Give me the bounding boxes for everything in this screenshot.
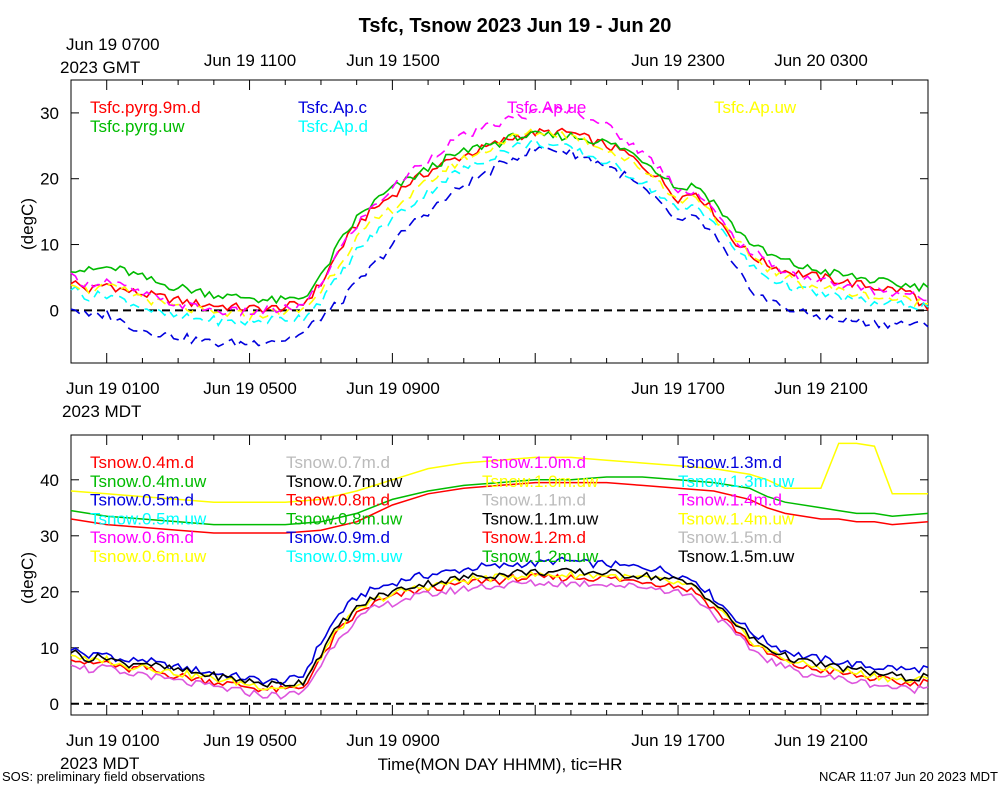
legend-item: Tsnow.1.2m.uw xyxy=(482,547,599,566)
legend-item: Tsnow.0.9m.d xyxy=(286,528,390,547)
legend-item: Tsnow.0.4m.uw xyxy=(90,472,207,491)
legend-item: Tsnow.1.0m.d xyxy=(482,453,586,472)
legend-item: Tsnow.1.2m.d xyxy=(482,528,586,547)
legend-item: Tsnow.0.9m.uw xyxy=(286,547,403,566)
series-line-Tsnow.0.4m.uw xyxy=(70,476,929,526)
legend-item: Tsfc.pyrg.9m.d xyxy=(90,98,201,117)
legend-item: Tsnow.0.4m.d xyxy=(90,453,194,472)
legend-item: Tsfc.pyrg.uw xyxy=(90,117,185,136)
series-line-Tsfc.pyrg.9m.d xyxy=(70,127,929,314)
x-axis-title: Time(MON DAY HHMM), tic=HR xyxy=(378,755,623,774)
legend-item: Tsnow.0.7m.d xyxy=(286,453,390,472)
mid-mdt-label: Jun 19 0500 xyxy=(203,379,297,398)
series-line-Tsnow.1.5m.uw xyxy=(70,567,929,688)
legend-item: Tsnow.0.6m.uw xyxy=(90,547,207,566)
legend-item: Tsnow.1.1m.uw xyxy=(482,509,599,528)
legend-item: Tsnow.1.4m.d xyxy=(678,491,782,510)
series-line-Tsnow.1.3m.uw xyxy=(70,442,928,503)
bottom-x-label: Jun 19 0900 xyxy=(346,731,440,750)
series-line-Tsfc.Ap.d xyxy=(70,138,929,327)
series-line-Tsfc.Ap.c xyxy=(70,145,929,348)
legend-item: Tsnow.0.5m.uw xyxy=(90,509,207,528)
series-line-Tsnow.0.5m.d xyxy=(70,556,929,686)
mid-mdt-label: Jun 19 0900 xyxy=(346,379,440,398)
y-tick-label: 30 xyxy=(40,104,59,123)
chart-title: Tsfc, Tsnow 2023 Jun 19 - Jun 20 xyxy=(359,15,672,37)
bottom-x-zone-label: 2023 MDT xyxy=(60,754,139,773)
series-line-Tsfc.Ap.uw xyxy=(70,128,929,321)
legend-item: Tsnow.0.5m.d xyxy=(90,491,194,510)
bottom-y-axis-label: (degC) xyxy=(18,552,37,604)
mid-mdt-label: Jun 19 0100 xyxy=(66,379,160,398)
legend-item: Tsnow.1.0m.uw xyxy=(482,472,599,491)
bottom-x-label: Jun 19 0100 xyxy=(66,731,160,750)
bottom-legend: Tsnow.0.4m.dTsnow.0.4m.uwTsnow.0.5m.dTsn… xyxy=(90,453,795,566)
bottom-x-label: Jun 19 1700 xyxy=(631,731,725,750)
series-line-Tsnow.0.4m.d xyxy=(70,573,929,694)
mid-mdt-zone-label: 2023 MDT xyxy=(62,402,141,421)
top-gmt-label: Jun 19 1100 xyxy=(204,51,296,70)
legend-item: Tsnow.0.7m.uw xyxy=(286,472,403,491)
top-gmt-label: Jun 19 2300 xyxy=(631,51,725,70)
y-tick-label: 30 xyxy=(40,527,59,546)
y-tick-label: 20 xyxy=(40,170,59,189)
mid-mdt-label: Jun 19 2100 xyxy=(774,379,868,398)
legend-item: Tsnow.0.6m.d xyxy=(90,528,194,547)
legend-item: Tsnow.1.5m.uw xyxy=(678,547,795,566)
legend-item: Tsfc.Ap.c xyxy=(298,98,367,117)
legend-item: Tsnow.1.5m.d xyxy=(678,528,782,547)
mid-mdt-label: Jun 19 1700 xyxy=(631,379,725,398)
legend-item: Tsfc.Ap.uw xyxy=(714,98,797,117)
y-tick-label: 40 xyxy=(40,471,59,490)
y-tick-label: 10 xyxy=(40,236,59,255)
series-line-Tsfc.pyrg.uw xyxy=(70,130,929,305)
footer-right: NCAR 11:07 Jun 20 2023 MDT xyxy=(819,769,998,784)
top-plot-frame xyxy=(70,79,929,364)
bottom-x-label: Jun 19 0500 xyxy=(203,731,297,750)
top-gmt-first-label: Jun 19 0700 xyxy=(66,35,160,54)
y-tick-label: 10 xyxy=(40,639,59,658)
top-gmt-zone-label: 2023 GMT xyxy=(60,58,140,77)
legend-item: Tsfc.Ap.d xyxy=(298,117,368,136)
legend-item: Tsnow.1.3m.uw xyxy=(678,472,795,491)
legend-item: Tsnow.1.3m.d xyxy=(678,453,782,472)
top-y-axis-label: (degC) xyxy=(18,198,37,250)
bottom-x-label: Jun 19 2100 xyxy=(774,731,868,750)
y-tick-label: 0 xyxy=(50,695,59,714)
top-gmt-label: Jun 19 1500 xyxy=(346,51,440,70)
top-gmt-label: Jun 20 0300 xyxy=(774,51,868,70)
legend-item: Tsnow.1.4m.uw xyxy=(678,509,795,528)
top-legend: Tsfc.pyrg.9m.dTsfc.pyrg.uwTsfc.Ap.cTsfc.… xyxy=(90,98,797,136)
y-tick-label: 0 xyxy=(50,301,59,320)
y-tick-label: 20 xyxy=(40,583,59,602)
legend-item: Tsnow.0.8m.d xyxy=(286,491,390,510)
legend-item: Tsfc.Ap.ue xyxy=(507,98,586,117)
series-line-Tsfc.Ap.ue xyxy=(70,105,929,317)
series-line-Tsnow.0.6m.d xyxy=(70,579,929,700)
series-line-Tsnow.0.8m.d xyxy=(70,481,929,534)
legend-item: Tsnow.0.8m.uw xyxy=(286,509,403,528)
footer-left: SOS: preliminary field observations xyxy=(2,769,206,784)
legend-item: Tsnow.1.1m.d xyxy=(482,491,586,510)
